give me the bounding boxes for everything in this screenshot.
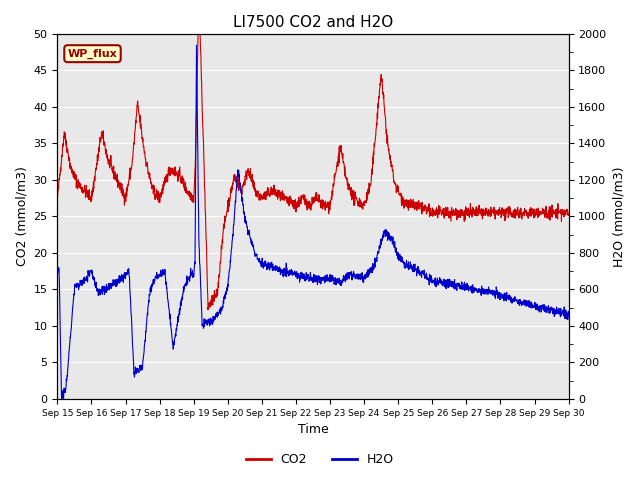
Y-axis label: H2O (mmol/m3): H2O (mmol/m3) — [612, 166, 625, 267]
Y-axis label: CO2 (mmol/m3): CO2 (mmol/m3) — [15, 167, 28, 266]
Text: WP_flux: WP_flux — [68, 48, 117, 59]
Title: LI7500 CO2 and H2O: LI7500 CO2 and H2O — [233, 15, 393, 30]
X-axis label: Time: Time — [298, 423, 328, 436]
Legend: CO2, H2O: CO2, H2O — [241, 448, 399, 471]
